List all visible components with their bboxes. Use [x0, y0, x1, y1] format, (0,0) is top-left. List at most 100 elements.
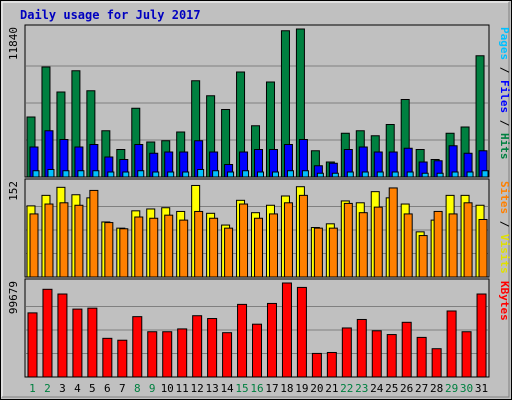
bar-kbytes-kbytes-day-19 — [296, 286, 307, 378]
bar-kbytes-kbytes-day-20 — [311, 352, 322, 378]
bar-visits-sites-day-28 — [433, 210, 443, 278]
bar-kbytes-kbytes-day-13 — [207, 318, 218, 378]
bar-visits-sites-day-24 — [373, 206, 383, 278]
bar-hits-pages-day-16 — [257, 171, 265, 178]
bar-visits-sites-day-17 — [268, 213, 278, 278]
bar-kbytes-kbytes-day-11 — [177, 328, 188, 378]
x-tick-label-day-26: 26 — [400, 382, 413, 395]
bar-hits-pages-day-12 — [197, 169, 205, 178]
bar-kbytes-kbytes-day-24 — [371, 330, 382, 378]
bar-hits-pages-day-5 — [92, 170, 100, 178]
bar-kbytes-kbytes-day-22 — [341, 327, 352, 378]
bar-hits-pages-day-20 — [316, 172, 324, 178]
bar-visits-sites-day-16 — [254, 217, 264, 278]
bar-visits-sites-day-31 — [478, 218, 488, 278]
x-tick-label-day-24: 24 — [370, 382, 384, 395]
bar-visits-sites-day-7 — [119, 228, 129, 278]
x-tick-label-day-27: 27 — [415, 382, 428, 395]
bar-visits-sites-day-23 — [358, 212, 368, 278]
bar-hits-pages-day-14 — [227, 171, 235, 178]
bar-visits-sites-day-21 — [328, 227, 338, 278]
bar-visits-sites-day-30 — [463, 202, 473, 278]
x-tick-label-day-5: 5 — [89, 382, 96, 395]
bar-kbytes-kbytes-day-15 — [237, 303, 248, 378]
x-tick-label-day-14: 14 — [220, 382, 234, 395]
bar-kbytes-kbytes-day-5 — [87, 307, 98, 378]
bar-kbytes-kbytes-day-21 — [326, 351, 337, 378]
bar-hits-pages-day-18 — [286, 170, 294, 178]
x-tick-label-day-21: 21 — [325, 382, 338, 395]
bar-visits-sites-day-10 — [164, 214, 174, 278]
bar-kbytes-kbytes-day-28 — [431, 348, 442, 378]
bar-visits-sites-day-14 — [224, 227, 234, 278]
bar-kbytes-kbytes-day-9 — [147, 331, 158, 378]
legend-label-part: Sites — [498, 181, 511, 214]
legend-label-part: Hits — [498, 133, 511, 160]
bar-visits-sites-day-13 — [209, 217, 219, 278]
bar-kbytes-kbytes-day-1 — [27, 312, 38, 378]
bar-kbytes-kbytes-day-14 — [222, 332, 233, 378]
bar-visits-sites-day-18 — [283, 202, 293, 278]
panel-kbytes: 99679 KBytes — [7, 278, 511, 378]
x-tick-label-day-30: 30 — [460, 382, 473, 395]
bar-kbytes-kbytes-day-10 — [162, 331, 173, 378]
bar-hits-pages-day-4 — [77, 170, 85, 178]
legend-label-part: Files — [498, 80, 511, 113]
x-tick-label-day-12: 12 — [191, 382, 204, 395]
x-tick-label-day-23: 23 — [355, 382, 368, 395]
bar-kbytes-kbytes-day-12 — [192, 315, 203, 378]
bar-kbytes-kbytes-day-7 — [117, 339, 128, 378]
x-tick-label-day-8: 8 — [134, 382, 141, 395]
bar-visits-sites-day-1 — [29, 213, 39, 278]
bar-visits-sites-day-11 — [179, 219, 189, 278]
bar-hits-pages-day-29 — [451, 171, 459, 178]
bar-kbytes-kbytes-day-8 — [132, 316, 143, 378]
bar-hits-pages-day-10 — [167, 171, 175, 178]
x-tick-label-day-22: 22 — [340, 382, 353, 395]
bar-kbytes-kbytes-day-2 — [42, 288, 53, 378]
x-tick-label-day-25: 25 — [385, 382, 398, 395]
bar-hits-pages-day-28 — [436, 172, 444, 178]
bar-kbytes-kbytes-day-25 — [386, 334, 397, 378]
bar-visits-sites-day-3 — [59, 202, 69, 278]
bar-kbytes-kbytes-day-30 — [461, 331, 472, 378]
panel-visits-ymax-label: 152 — [7, 181, 20, 201]
panel-visits: 152 Sites / Visits — [7, 178, 511, 278]
legend-label-part: KBytes — [498, 281, 511, 321]
bar-hits-pages-day-8 — [137, 170, 145, 178]
bar-kbytes-kbytes-day-17 — [266, 302, 277, 378]
bar-hits-pages-day-22 — [346, 171, 354, 178]
x-tick-label-day-17: 17 — [265, 382, 278, 395]
bar-visits-sites-day-4 — [74, 204, 84, 278]
bar-visits-sites-day-6 — [104, 222, 114, 278]
bar-hits-pages-day-23 — [361, 171, 369, 178]
bar-hits-pages-day-13 — [212, 170, 220, 178]
chart-title: Daily usage for July 2017 — [20, 8, 201, 22]
x-tick-label-day-9: 9 — [149, 382, 156, 395]
x-tick-label-day-2: 2 — [44, 382, 51, 395]
x-tick-label-day-7: 7 — [119, 382, 126, 395]
bar-hits-pages-day-27 — [421, 172, 429, 178]
x-tick-label-day-6: 6 — [104, 382, 111, 395]
bar-visits-sites-day-5 — [89, 189, 99, 278]
bar-hits-pages-day-25 — [391, 171, 399, 178]
x-tick-label-day-29: 29 — [445, 382, 458, 395]
legend-label-part: / — [498, 60, 511, 80]
bar-hits-pages-day-26 — [406, 171, 414, 178]
bar-visits-sites-day-15 — [239, 203, 249, 278]
panel-hits: 11840 Pages / Files / Hits — [7, 24, 511, 178]
panel-hits-legend-label: Pages / Files / Hits — [498, 27, 511, 160]
panel-visits-legend-label: Sites / Visits — [498, 181, 511, 274]
x-tick-label-day-4: 4 — [74, 382, 81, 395]
bar-kbytes-kbytes-day-23 — [356, 318, 367, 378]
bar-visits-sites-day-9 — [149, 217, 159, 278]
bar-visits-sites-day-19 — [298, 194, 308, 278]
bar-hits-pages-day-1 — [32, 170, 40, 178]
bar-visits-sites-day-20 — [313, 227, 323, 278]
bar-hits-pages-day-3 — [62, 170, 70, 178]
bar-hits-pages-day-19 — [301, 170, 309, 178]
bar-kbytes-kbytes-day-26 — [401, 321, 412, 378]
